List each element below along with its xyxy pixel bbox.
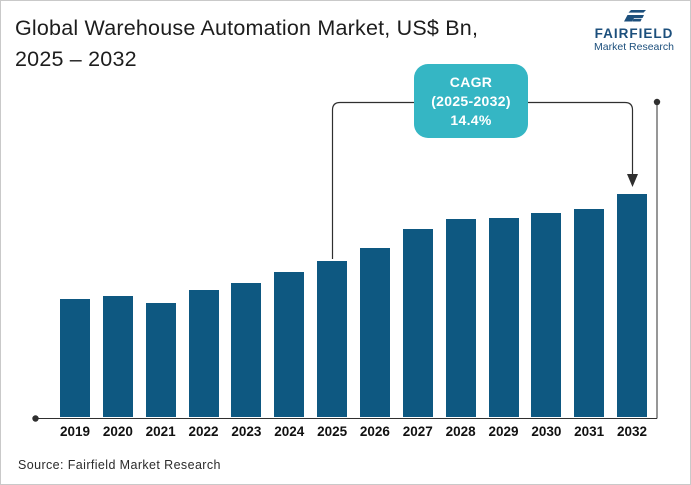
x-tick-label-2029: 2029 (488, 424, 519, 439)
fairfield-logo: FAIRFIELD Market Research (588, 9, 680, 53)
x-tick-label-2020: 2020 (102, 424, 133, 439)
bar-2027 (402, 229, 433, 417)
x-tick-label-2031: 2031 (574, 424, 605, 439)
bar-2032 (617, 194, 648, 417)
x-tick-label-2032: 2032 (617, 424, 648, 439)
fairfield-flag-icon (624, 10, 646, 22)
bar-2030 (531, 213, 562, 417)
cagr-period: (2025-2032) (431, 92, 511, 109)
right-axis-top-dot (653, 98, 661, 106)
logo-subtitle-text: Market Research (594, 41, 674, 53)
bar-2029 (488, 218, 519, 417)
bar-2021 (145, 303, 176, 417)
x-tick-label-2025: 2025 (317, 424, 348, 439)
bar-2019 (60, 299, 90, 417)
bar-2020 (102, 296, 133, 417)
chart-title-line1: Global Warehouse Automation Market, US$ … (15, 16, 479, 40)
bar-2024 (274, 272, 305, 417)
chart-title-line2: 2025 – 2032 (15, 47, 137, 71)
x-tick-label-2028: 2028 (445, 424, 476, 439)
bar-2022 (188, 290, 219, 417)
x-tick-label-2030: 2030 (531, 424, 562, 439)
x-tick-label-2023: 2023 (231, 424, 262, 439)
x-tick-label-2027: 2027 (402, 424, 433, 439)
x-axis-origin-dot (32, 415, 39, 422)
cagr-arrowhead-icon (627, 174, 638, 187)
bar-2028 (445, 219, 476, 417)
bar-2025 (317, 261, 348, 417)
x-tick-label-2026: 2026 (359, 424, 390, 439)
bar-2023 (231, 283, 262, 417)
cagr-value: 14.4% (450, 111, 492, 128)
x-tick-label-2022: 2022 (188, 424, 219, 439)
x-tick-label-2019: 2019 (59, 424, 91, 439)
bar-2026 (359, 248, 390, 417)
logo-brand-text: FAIRFIELD (594, 26, 674, 41)
chart-title: Global Warehouse Automation Market, US$ … (15, 13, 580, 75)
cagr-label: CAGR (449, 73, 493, 90)
x-tick-label-2021: 2021 (145, 424, 176, 439)
bar-2031 (574, 209, 605, 417)
cagr-callout-badge: CAGR (2025-2032) 14.4% (414, 64, 528, 138)
x-tick-label-2024: 2024 (274, 424, 305, 439)
source-attribution: Source: Fairfield Market Research (18, 458, 221, 472)
